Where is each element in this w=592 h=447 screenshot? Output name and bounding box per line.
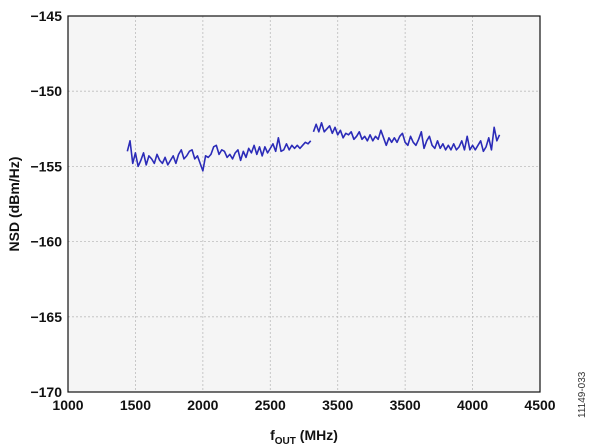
x-tick-label: 1500	[120, 397, 151, 413]
plot-frame	[67, 15, 541, 393]
series-line-segment	[312, 121, 501, 153]
y-tick-labels: −170 −165 −160 −155 −150 −145	[30, 8, 62, 400]
y-tick-label: −150	[30, 83, 62, 99]
y-tick-label: −160	[30, 234, 62, 250]
x-tick-label: 3500	[390, 397, 421, 413]
y-tick-label: −165	[30, 309, 62, 325]
gridlines	[68, 16, 540, 392]
x-tick-label: 4500	[524, 397, 555, 413]
series-line-segment	[126, 137, 312, 172]
y-axis-label: NSD (dBm/Hz)	[6, 157, 22, 252]
x-tick-labels: 1000 1500 2000 2500 3500 3500 4000 4500	[52, 397, 555, 413]
y-tick-label: −145	[30, 8, 62, 24]
plot-area	[68, 16, 540, 392]
x-tick-label: 2000	[187, 397, 218, 413]
x-tick-label: 4000	[457, 397, 488, 413]
x-tick-label: 2500	[255, 397, 286, 413]
series-line	[126, 121, 501, 172]
x-tick-label: 1000	[52, 397, 83, 413]
y-tick-label: −155	[30, 158, 62, 174]
x-axis-label-subscript: OUT	[275, 436, 296, 447]
x-axis-label-unit: (MHz)	[296, 427, 338, 443]
x-tick-label: 3500	[322, 397, 353, 413]
y-tick-label: −170	[30, 384, 62, 400]
x-axis-label-main: f	[270, 427, 275, 443]
x-axis-label: fOUT (MHz)	[270, 427, 338, 447]
figure-id: 11149-033	[577, 371, 588, 418]
